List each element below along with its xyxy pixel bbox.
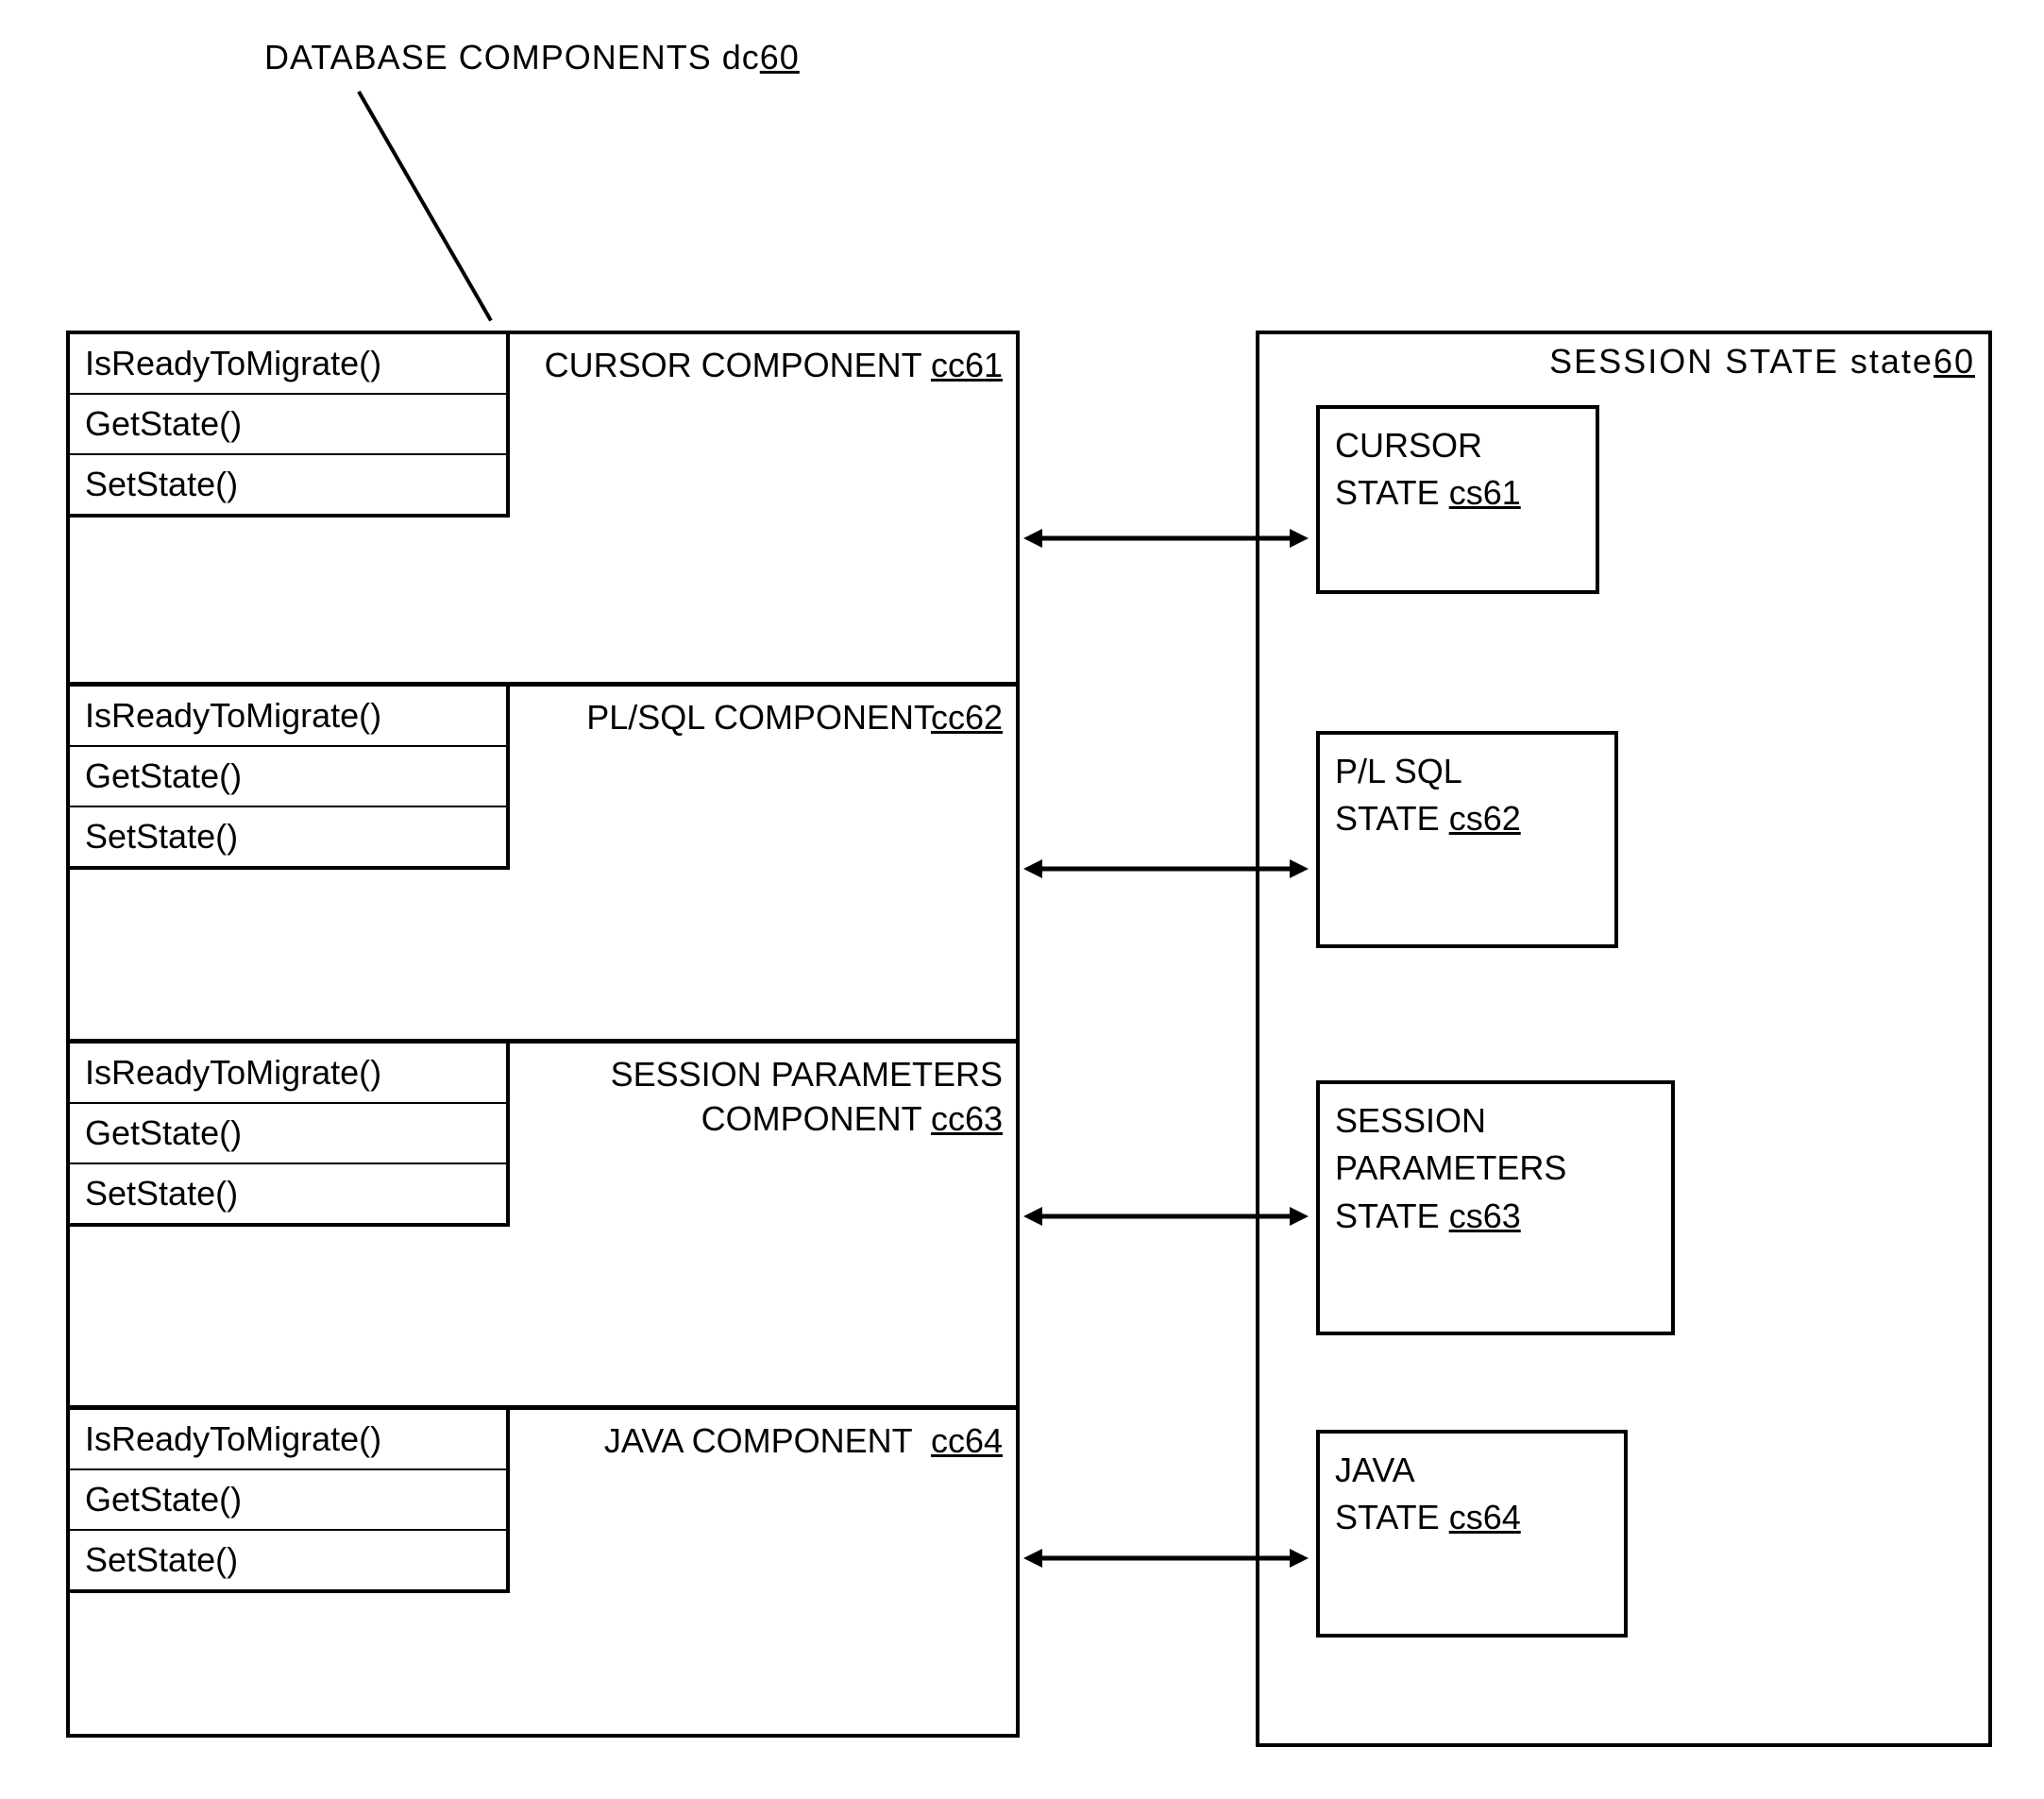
title-label: DATABASE COMPONENTS dc60 <box>264 38 800 76</box>
plsql-component: IsReadyToMigrate() GetState() SetState()… <box>70 682 1016 1039</box>
connector-arrow <box>1023 1197 1309 1235</box>
session-params-state-box: SESSION PARAMETERS STATE cs63 <box>1316 1080 1675 1335</box>
state-ref: cs61 <box>1449 473 1521 512</box>
component-label: CURSOR COMPONENT cc61 <box>545 344 1003 388</box>
state-line2-prefix: STATE <box>1335 799 1449 838</box>
database-components-container: IsReadyToMigrate() GetState() SetState()… <box>66 331 1020 1738</box>
method-row: GetState() <box>70 745 506 806</box>
method-row: GetState() <box>70 393 506 453</box>
connector-arrow <box>1023 850 1309 888</box>
state-line1: JAVA <box>1335 1451 1415 1489</box>
session-state-title: SESSION STATE state60 <box>1549 342 1975 382</box>
cursor-state-box: CURSOR STATE cs61 <box>1316 405 1599 594</box>
state-line1: P/L SQL <box>1335 752 1462 790</box>
method-row: SetState() <box>70 806 506 866</box>
title-area: DATABASE COMPONENTS dc60 <box>264 38 800 77</box>
method-row: GetState() <box>70 1102 506 1163</box>
label-text: CURSOR COMPONENT <box>545 346 921 384</box>
component-label: PL/SQL COMPONENTcc62 <box>586 696 1003 740</box>
label-text: JAVA COMPONENT <box>604 1421 912 1460</box>
title-prefix: DATABASE COMPONENTS dc <box>264 38 760 76</box>
method-row: SetState() <box>70 1163 506 1223</box>
method-row: GetState() <box>70 1468 506 1529</box>
label-ref: cc63 <box>931 1099 1003 1138</box>
connector-arrow <box>1023 1539 1309 1577</box>
component-label: JAVA COMPONENT cc64 <box>604 1419 1003 1464</box>
label-ref: cc64 <box>931 1421 1003 1460</box>
java-state-box: JAVA STATE cs64 <box>1316 1430 1628 1638</box>
label-ref: cc62 <box>931 698 1003 737</box>
diagram-root: DATABASE COMPONENTS dc60 IsReadyToMigrat… <box>38 38 2006 1761</box>
java-component: IsReadyToMigrate() GetState() SetState()… <box>70 1405 1016 1732</box>
method-row: IsReadyToMigrate() <box>70 1044 506 1102</box>
state-line3-prefix: STATE <box>1335 1197 1449 1235</box>
session-params-component: IsReadyToMigrate() GetState() SetState()… <box>70 1039 1016 1405</box>
method-row: IsReadyToMigrate() <box>70 334 506 393</box>
label-line1: SESSION PARAMETERS <box>611 1055 1003 1094</box>
method-row: SetState() <box>70 1529 506 1589</box>
methods-box: IsReadyToMigrate() GetState() SetState() <box>66 1410 510 1593</box>
methods-box: IsReadyToMigrate() GetState() SetState() <box>66 1044 510 1227</box>
component-label: SESSION PARAMETERS COMPONENT cc63 <box>611 1053 1003 1142</box>
state-line1: SESSION <box>1335 1101 1486 1140</box>
title-ref: 60 <box>760 38 800 76</box>
right-title-ref: 60 <box>1934 342 1975 381</box>
label-line2: COMPONENT <box>701 1099 921 1138</box>
label-ref: cc61 <box>931 346 1003 384</box>
methods-box: IsReadyToMigrate() GetState() SetState() <box>66 334 510 518</box>
state-line2-prefix: STATE <box>1335 473 1449 512</box>
state-ref: cs63 <box>1449 1197 1521 1235</box>
state-ref: cs64 <box>1449 1498 1521 1536</box>
state-line2-prefix: STATE <box>1335 1498 1449 1536</box>
cursor-component: IsReadyToMigrate() GetState() SetState()… <box>70 334 1016 682</box>
connector-arrow <box>1023 519 1309 557</box>
right-title-prefix: SESSION STATE state <box>1549 342 1934 381</box>
state-line2: PARAMETERS <box>1335 1148 1566 1187</box>
callout-line <box>357 91 492 321</box>
methods-box: IsReadyToMigrate() GetState() SetState() <box>66 687 510 870</box>
method-row: IsReadyToMigrate() <box>70 687 506 745</box>
state-ref: cs62 <box>1449 799 1521 838</box>
state-line1: CURSOR <box>1335 426 1482 465</box>
label-text: PL/SQL COMPONENT <box>586 698 931 737</box>
method-row: SetState() <box>70 453 506 514</box>
method-row: IsReadyToMigrate() <box>70 1410 506 1468</box>
plsql-state-box: P/L SQL STATE cs62 <box>1316 731 1618 948</box>
session-state-container: SESSION STATE state60 CURSOR STATE cs61 … <box>1256 331 1992 1747</box>
